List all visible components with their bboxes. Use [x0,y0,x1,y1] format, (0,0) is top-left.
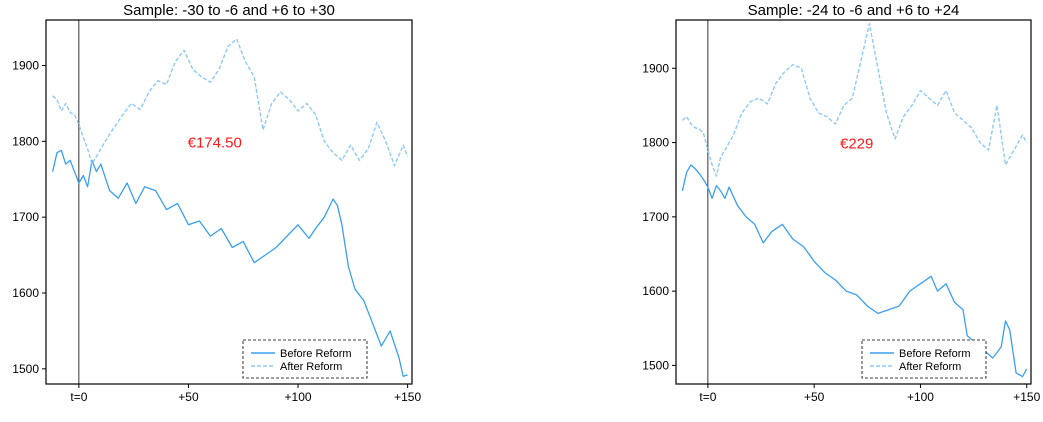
chart-title: Sample: -30 to -6 and +6 to +30 [123,2,335,19]
legend-box [242,339,368,379]
chart-panel-2: Sample: -24 to -6 and +6 to +24 1500 1600 1… [642,2,1040,404]
y-tick-label: 1900 [12,59,39,73]
x-tick-label: +150 [394,390,421,404]
series-line-after-reform [681,23,1028,177]
y-tick-label: 1800 [642,136,669,150]
y-tick-label: 1500 [12,362,39,376]
legend-label: After Reform [280,361,342,373]
chart-title: Sample: -24 to -6 and +6 to +24 [748,2,960,19]
x-tick-label: +150 [1013,390,1040,404]
y-tick-label: 1900 [642,61,669,75]
legend-label: After Reform [899,361,961,373]
series-line-before-reform [51,149,408,378]
x-tick-label: t=0 [699,390,716,404]
y-tick-label: 1500 [642,358,669,372]
legend-box [861,339,987,379]
x-tick-label: t=0 [70,390,87,404]
plot-frame [45,19,413,385]
plot-frame [675,19,1032,385]
chart-panel-1: Sample: -30 to -6 and +6 to +30 1500 1600 1… [12,2,421,404]
y-tick-label: 1700 [642,210,669,224]
x-tick-label: +50 [804,390,825,404]
gap-annotation: €174.50 [188,134,242,151]
y-tick-label: 1600 [642,284,669,298]
x-tick-label: +50 [178,390,199,404]
y-tick-label: 1600 [12,286,39,300]
y-tick-label: 1700 [12,210,39,224]
series-line-after-reform [52,38,409,167]
legend-label: Before Reform [899,348,971,360]
legend-label: Before Reform [280,348,352,360]
x-tick-label: +100 [907,390,934,404]
gap-annotation: €229 [840,136,873,153]
y-tick-label: 1800 [12,134,39,148]
x-tick-label: +100 [285,390,312,404]
